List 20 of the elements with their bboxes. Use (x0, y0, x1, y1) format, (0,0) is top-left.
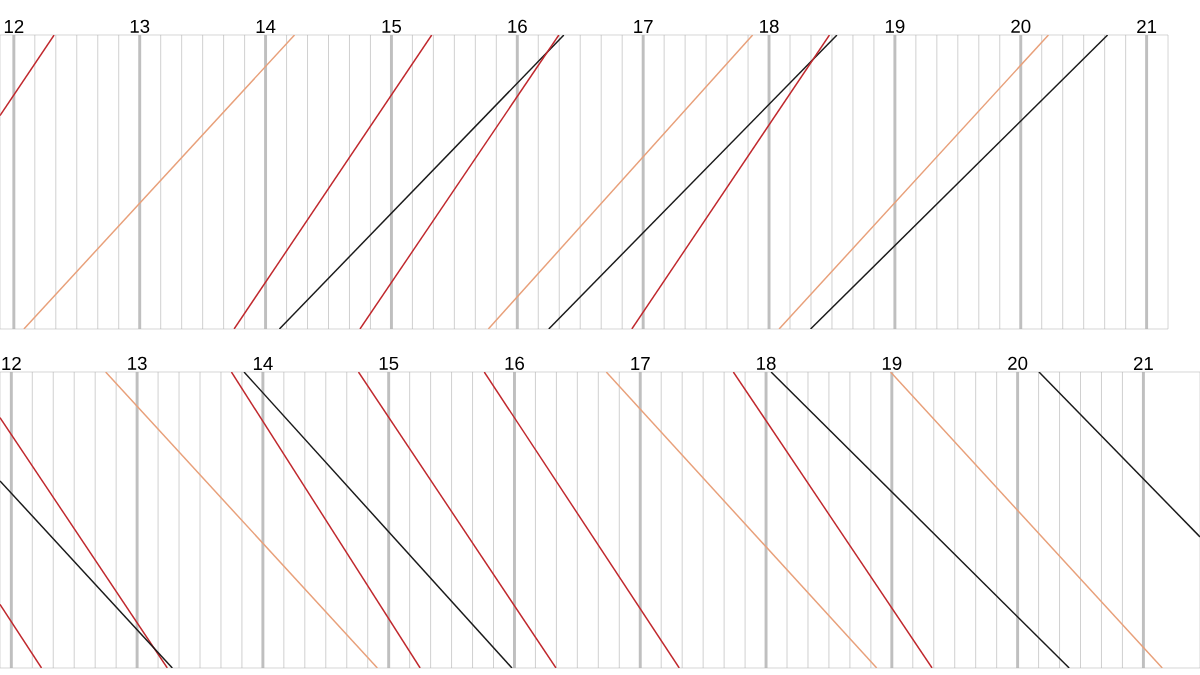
x-tick-label: 12 (2, 356, 21, 370)
x-tick-label: 13 (128, 356, 147, 370)
x-tick-label: 15 (382, 19, 402, 33)
x-tick-label: 21 (1137, 19, 1157, 33)
x-tick-label: 13 (130, 19, 150, 33)
x-tick-label: 18 (760, 19, 779, 33)
x-tick-label: 12 (4, 19, 24, 33)
x-tick-label: 17 (631, 357, 650, 370)
x-tick-label: 20 (1008, 356, 1028, 370)
x-tick-label: 16 (505, 356, 525, 370)
x-tick-label: 19 (885, 19, 905, 33)
x-tick-label: 14 (256, 20, 276, 33)
x-tick-label: 16 (508, 19, 527, 33)
x-tick-label: 21 (1133, 356, 1153, 370)
x-tick-label: 15 (379, 356, 399, 370)
x-tick-label: 17 (634, 20, 653, 33)
x-tick-label: 20 (1011, 19, 1031, 33)
x-tick-label: 14 (253, 357, 273, 370)
x-tick-label: 19 (882, 356, 902, 370)
x-tick-label: 18 (757, 356, 776, 370)
